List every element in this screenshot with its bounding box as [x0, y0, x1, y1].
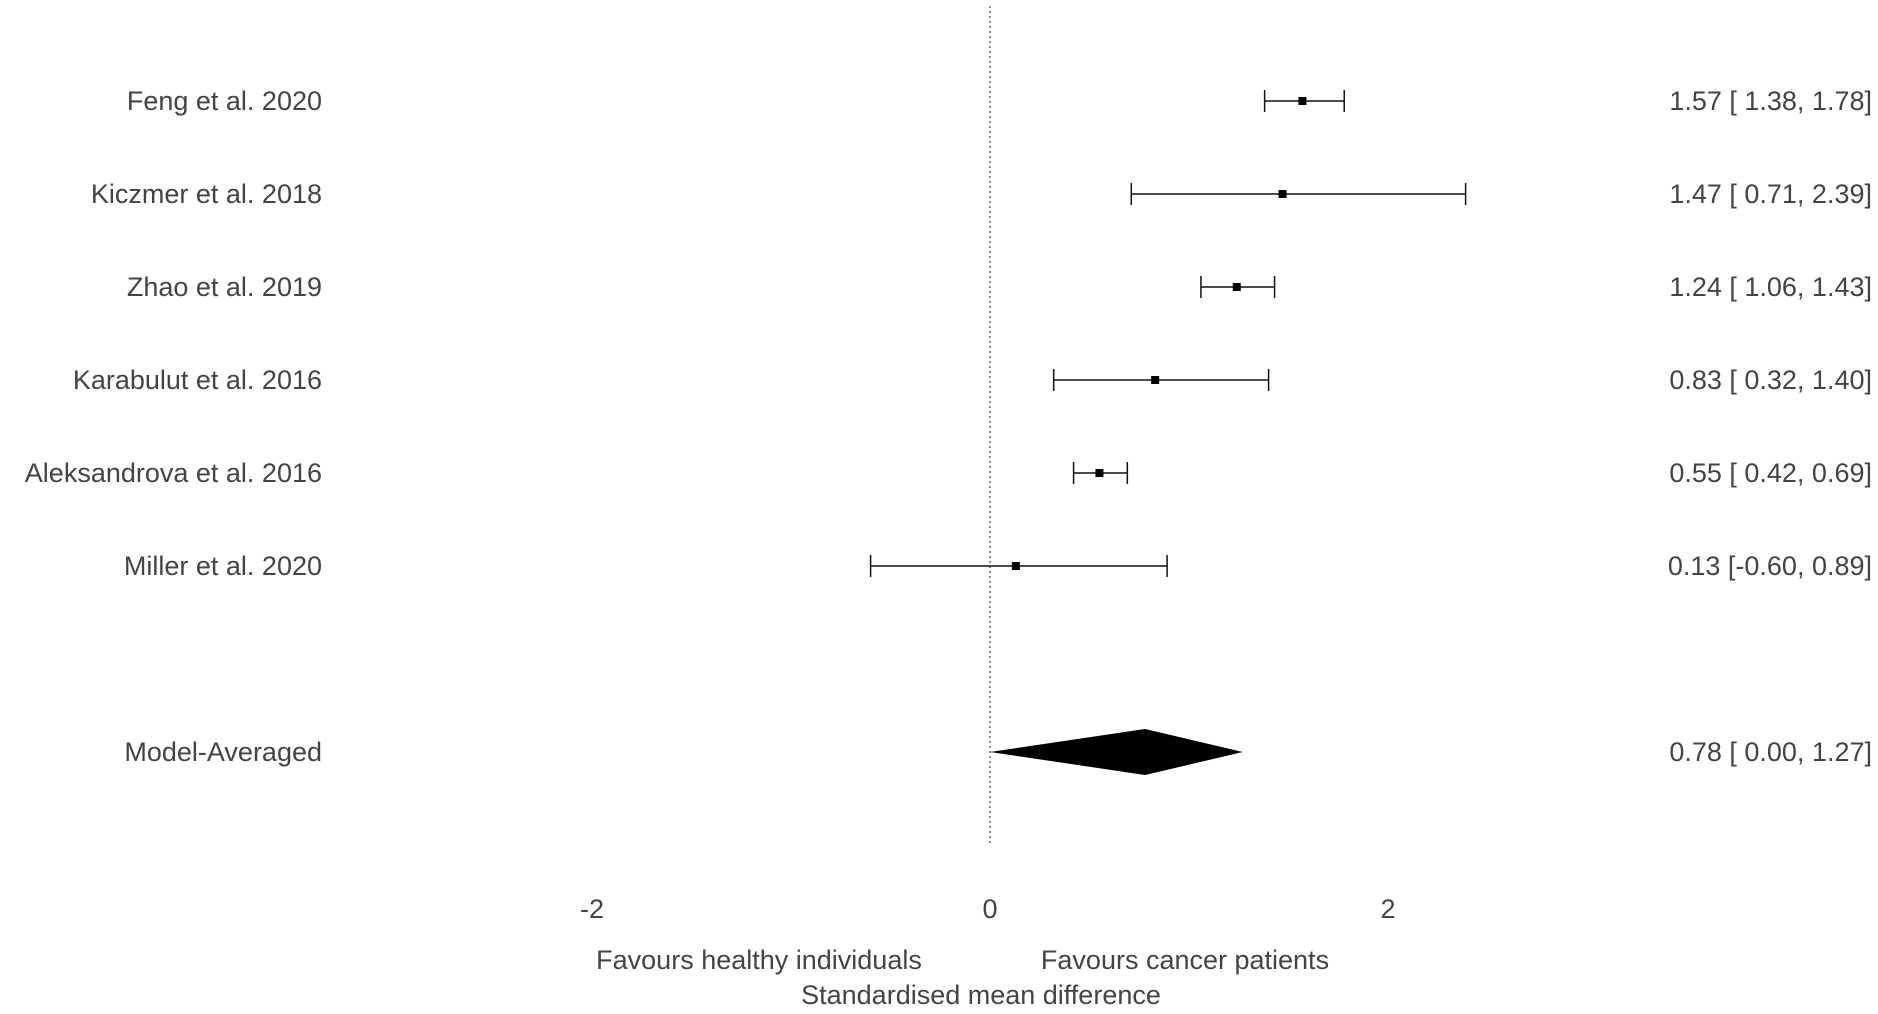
favour-left-label: Favours healthy individuals [596, 945, 922, 975]
study-row: Feng et al. 2020 1.57 [ 1.38, 1.78] [127, 86, 1872, 116]
favour-right-label: Favours cancer patients [1041, 945, 1329, 975]
study-label: Feng et al. 2020 [127, 86, 322, 116]
study-row: Zhao et al. 2019 1.24 [ 1.06, 1.43] [127, 272, 1872, 302]
point-estimate [1278, 190, 1287, 198]
study-label: Kiczmer et al. 2018 [91, 179, 322, 209]
study-row: Karabulut et al. 2016 0.83 [ 0.32, 1.40] [73, 365, 1872, 395]
point-estimate [1011, 562, 1020, 570]
study-label: Aleksandrova et al. 2016 [25, 458, 322, 488]
study-row: Aleksandrova et al. 2016 0.55 [ 0.42, 0.6… [25, 458, 1872, 488]
summary-label: Model-Averaged [124, 737, 322, 767]
x-tick-label: 0 [982, 894, 997, 924]
x-axis: -2 0 2 [580, 894, 1396, 924]
x-tick-label: 2 [1380, 894, 1395, 924]
point-estimate [1232, 283, 1241, 291]
ci-text: 0.13 [-0.60, 0.89] [1668, 551, 1872, 581]
study-row: Kiczmer et al. 2018 1.47 [ 0.71, 2.39] [91, 179, 1872, 209]
study-label: Karabulut et al. 2016 [73, 365, 322, 395]
ci-text: 0.83 [ 0.32, 1.40] [1669, 365, 1872, 395]
study-label: Zhao et al. 2019 [127, 272, 322, 302]
x-axis-label: Standardised mean difference [801, 980, 1161, 1010]
ci-text: 1.24 [ 1.06, 1.43] [1669, 272, 1872, 302]
ci-text: 1.47 [ 0.71, 2.39] [1669, 179, 1872, 209]
summary-ci-text: 0.78 [ 0.00, 1.27] [1669, 737, 1872, 767]
point-estimate [1151, 376, 1160, 384]
summary-diamond [990, 729, 1243, 775]
study-row: Miller et al. 2020 0.13 [-0.60, 0.89] [124, 551, 1872, 581]
study-label: Miller et al. 2020 [124, 551, 322, 581]
study-rows: Feng et al. 2020 1.57 [ 1.38, 1.78] Kiczme… [25, 86, 1872, 581]
summary-row: Model-Averaged 0.78 [ 0.00, 1.27] [124, 729, 1872, 775]
ci-text: 0.55 [ 0.42, 0.69] [1669, 458, 1872, 488]
x-tick-label: -2 [580, 894, 604, 924]
ci-text: 1.57 [ 1.38, 1.78] [1669, 86, 1872, 116]
point-estimate [1298, 97, 1307, 105]
point-estimate [1095, 469, 1104, 477]
